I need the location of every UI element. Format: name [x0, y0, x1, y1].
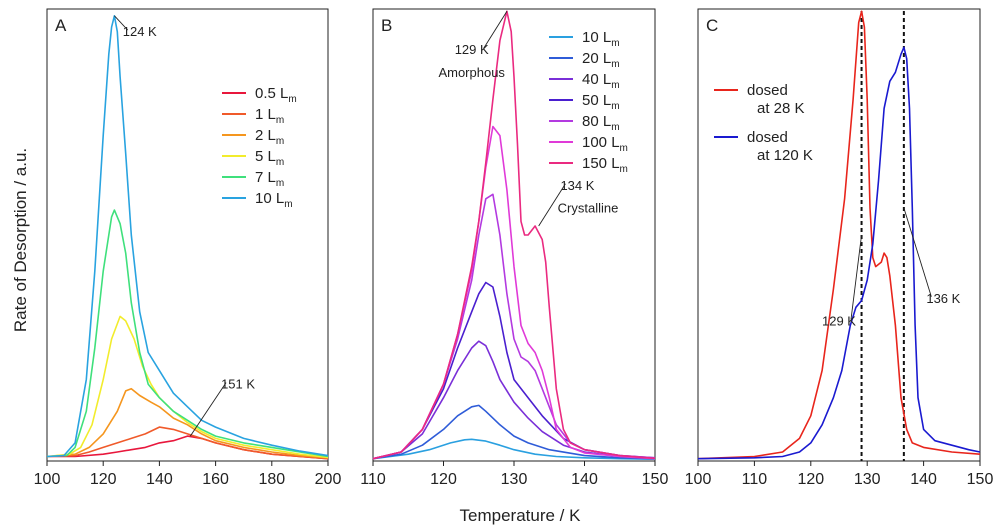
x-tick-label: 140 [146, 471, 173, 488]
x-tick-label: 180 [258, 471, 285, 488]
x-tick-label: 120 [430, 471, 457, 488]
x-tick-label: 100 [34, 471, 61, 488]
x-tick-label: 140 [910, 471, 937, 488]
legend-label: 5 Lm [255, 148, 284, 168]
legend-label: 150 Lm [582, 155, 628, 175]
annotation-leader [189, 382, 227, 437]
legend-label: 1 Lm [255, 106, 284, 126]
panel-a: 100 120 140 160 180 200 A 0.5 Lm1 Lm2 Lm5 Lm7 L… [34, 8, 342, 488]
annotation-leader [850, 234, 863, 320]
series-line [697, 10, 981, 460]
x-tick-label: 110 [360, 471, 386, 488]
series-line [372, 281, 656, 460]
series-line [46, 315, 329, 459]
legend-label: 0.5 Lm [255, 85, 297, 105]
legend-label: 40 Lm [582, 71, 620, 91]
series-line [372, 125, 656, 460]
y-axis-label: Rate of Desorption / a.u. [11, 148, 30, 332]
annotation-leader [114, 15, 129, 31]
series-line [372, 10, 656, 460]
series-line [46, 15, 329, 458]
x-tick-label: 150 [967, 471, 994, 488]
x-tick-label: 160 [202, 471, 229, 488]
legend-label: 100 Lm [582, 134, 628, 154]
legend-label: 20 Lm [582, 50, 620, 70]
x-tick-label: 130 [854, 471, 881, 488]
series-line [372, 340, 656, 460]
annotation-leader [538, 183, 566, 227]
series-line [372, 193, 656, 460]
panel-label: A [55, 16, 67, 35]
x-tick-label: 140 [571, 471, 598, 488]
annotation-label: 151 K [221, 377, 255, 392]
x-tick-label: 120 [797, 471, 824, 488]
legend-label: 50 Lm [582, 92, 620, 112]
panel-label: C [706, 16, 718, 35]
x-tick-label: 100 [685, 471, 712, 488]
series-line [46, 209, 329, 458]
annotation-label: 129 K [822, 313, 856, 328]
x-tick-label: 200 [315, 471, 342, 488]
series-line [697, 46, 981, 460]
series-line [372, 404, 656, 460]
series-line [46, 426, 329, 460]
x-tick-label: 120 [90, 471, 117, 488]
x-axis-label: Temperature / K [460, 506, 582, 525]
legend-label: dosed at 28 K [747, 82, 805, 117]
x-tick-label: 130 [501, 471, 528, 488]
plot-frame [46, 8, 329, 462]
series-line [372, 438, 656, 460]
annotation-label: Amorphous [438, 65, 505, 80]
x-tick-label: 150 [642, 471, 669, 488]
legend-label: 10 Lm [255, 190, 293, 210]
x-tick-label: 110 [742, 471, 768, 488]
legend-label: 80 Lm [582, 113, 620, 133]
annotation-label: 129 K [455, 42, 489, 57]
annotation-label: 134 K [560, 178, 594, 193]
annotation-label: 124 K [123, 24, 157, 39]
plot-frame [697, 8, 981, 462]
legend-label: 7 Lm [255, 169, 284, 189]
legend-label: dosed at 120 K [747, 129, 813, 164]
annotation-label: Crystalline [558, 200, 619, 215]
annotation-label: 136 K [926, 291, 960, 306]
panel-label: B [381, 16, 392, 35]
series-line [46, 387, 329, 459]
annotation-leader [903, 207, 932, 297]
legend-label: 10 Lm [582, 29, 620, 49]
legend-label: 2 Lm [255, 127, 284, 147]
annotation-leader [483, 11, 508, 49]
